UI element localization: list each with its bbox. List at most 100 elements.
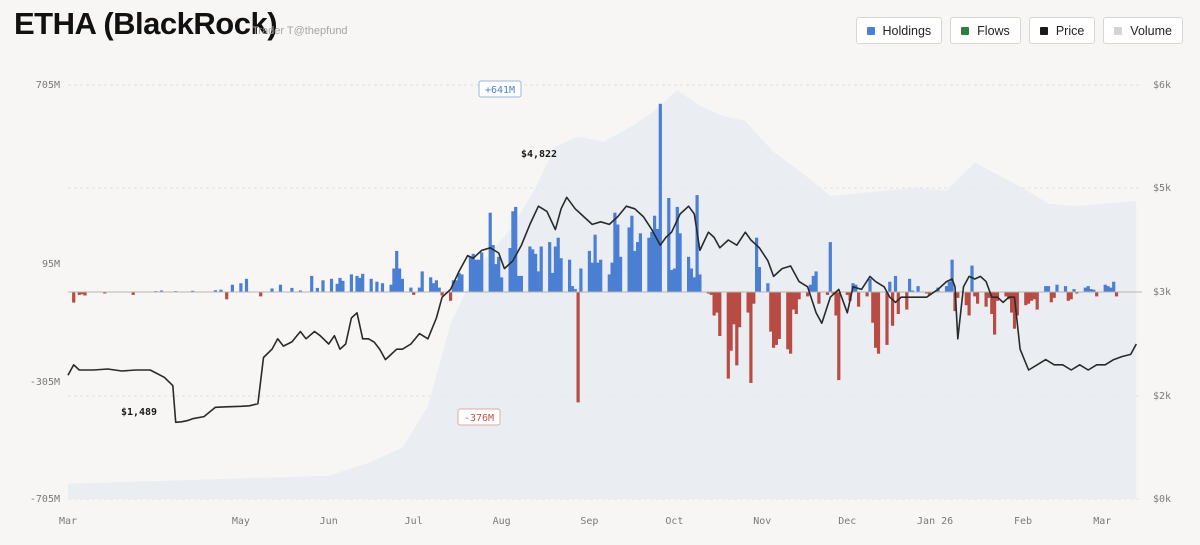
inflow-bar (375, 281, 379, 292)
outflow-bar (259, 292, 263, 297)
legend-toggle-flows[interactable]: Flows (950, 17, 1021, 44)
inflow-bar (389, 284, 393, 292)
outflow-bar (1029, 292, 1034, 301)
inflow-bar (349, 274, 353, 292)
outflow-bar (797, 292, 801, 300)
inflow-bar (420, 271, 424, 292)
legend-toggle-volume[interactable]: Volume (1103, 17, 1183, 44)
outflow-bar (777, 292, 781, 339)
outflow-bar (925, 292, 929, 294)
outflow-bar (749, 292, 753, 383)
holdings-area-fill (68, 90, 1137, 499)
legend-toggle-holdings[interactable]: Holdings (855, 17, 943, 44)
outflow-bar (837, 292, 841, 381)
inflow-bar (868, 278, 872, 292)
outflow-bar (973, 292, 977, 297)
outflow-bar (865, 292, 869, 297)
outflow-bar (709, 292, 713, 295)
inflow-bar (689, 268, 693, 292)
outflow-bar (927, 292, 932, 295)
inflow-bar (658, 103, 662, 292)
inflow-bar (244, 278, 249, 292)
inflow-bar (811, 275, 815, 292)
legend-label-holdings: Holdings (882, 23, 932, 38)
inflow-bar (239, 283, 243, 292)
outflow-bar (103, 292, 107, 294)
x-tick: Nov (753, 516, 771, 527)
inflow-bar (619, 256, 623, 292)
inflow-bar (607, 274, 611, 292)
inflow-bar (593, 234, 597, 292)
outflow-bar (967, 292, 971, 316)
outflow-bar (1010, 292, 1014, 313)
inflow-bar (468, 256, 472, 292)
x-tick: Feb (1014, 516, 1032, 527)
inflow-bar (814, 271, 818, 292)
inflow-bar (970, 265, 974, 292)
inflow-bar (630, 215, 634, 292)
inflow-bar (454, 280, 458, 292)
inflow-bar (698, 274, 702, 292)
chart-title: ETHA (BlackRock) (14, 6, 278, 41)
outflow-bar (1035, 292, 1039, 310)
y-right-tick: $2k (1153, 391, 1171, 402)
inflow-bar (491, 245, 495, 292)
outflow-bar (1075, 292, 1079, 294)
x-tick: Mar (1093, 516, 1111, 527)
holdings-area (68, 90, 1137, 499)
inflow-bar (1103, 284, 1107, 292)
outflow-bar (987, 292, 991, 298)
inflow-bar (755, 237, 759, 292)
x-tick: Dec (838, 516, 856, 527)
outflow-bar (794, 292, 798, 314)
inflow-bar (596, 262, 600, 292)
outflow-bar (885, 292, 889, 345)
inflow-bar (548, 242, 552, 292)
outflow-bar (1114, 292, 1119, 297)
outflow-bar (984, 292, 988, 307)
inflow-bar (494, 264, 498, 292)
y-axis-right: $6k $5k $3k $2k $0k (1153, 80, 1171, 505)
x-tick: Mar (59, 516, 77, 527)
outflow-bar (225, 292, 229, 300)
outflow-bar (825, 292, 830, 295)
legend-label-price: Price (1055, 23, 1085, 38)
outflow-bar (871, 292, 875, 323)
outflow-bar (1024, 292, 1028, 306)
x-tick: May (232, 516, 250, 527)
inflow-bar (517, 275, 521, 292)
inflow-bar (667, 198, 671, 292)
inflow-bar (553, 246, 557, 292)
inflow-bar (944, 286, 949, 292)
outflow-bar (976, 292, 980, 304)
outflow-bar (83, 292, 87, 296)
inflow-bar (270, 288, 274, 292)
outflow-bar (1032, 292, 1036, 300)
inflow-bar (457, 272, 461, 292)
outflow-bar (956, 292, 960, 298)
legend-toggle-price[interactable]: Price (1028, 17, 1096, 44)
inflow-bar (361, 273, 365, 292)
inflow-bar (355, 275, 359, 292)
outflow-bar (1012, 292, 1017, 329)
inflow-bar (369, 278, 373, 292)
inflow-bar (329, 278, 334, 292)
inflow-bar (380, 283, 385, 292)
outflow-bar (905, 292, 909, 310)
inflow-bar (400, 278, 404, 292)
inflow-bar (916, 286, 920, 292)
inflow-bar (947, 281, 951, 292)
inflow-bar (908, 278, 912, 292)
outflow-bar (1049, 292, 1053, 303)
outflow-bar (80, 292, 84, 295)
outflow-bar (990, 292, 994, 314)
outflow-bar (995, 292, 1000, 301)
inflow-bar (1072, 289, 1076, 292)
outflow-bar (72, 292, 76, 303)
inflow-bar (579, 268, 583, 292)
outflow-bar (993, 292, 997, 335)
inflow-bar (1086, 286, 1090, 292)
inflow-bar (437, 287, 441, 292)
inflow-bar (528, 246, 532, 292)
outflow-bar (77, 292, 81, 295)
